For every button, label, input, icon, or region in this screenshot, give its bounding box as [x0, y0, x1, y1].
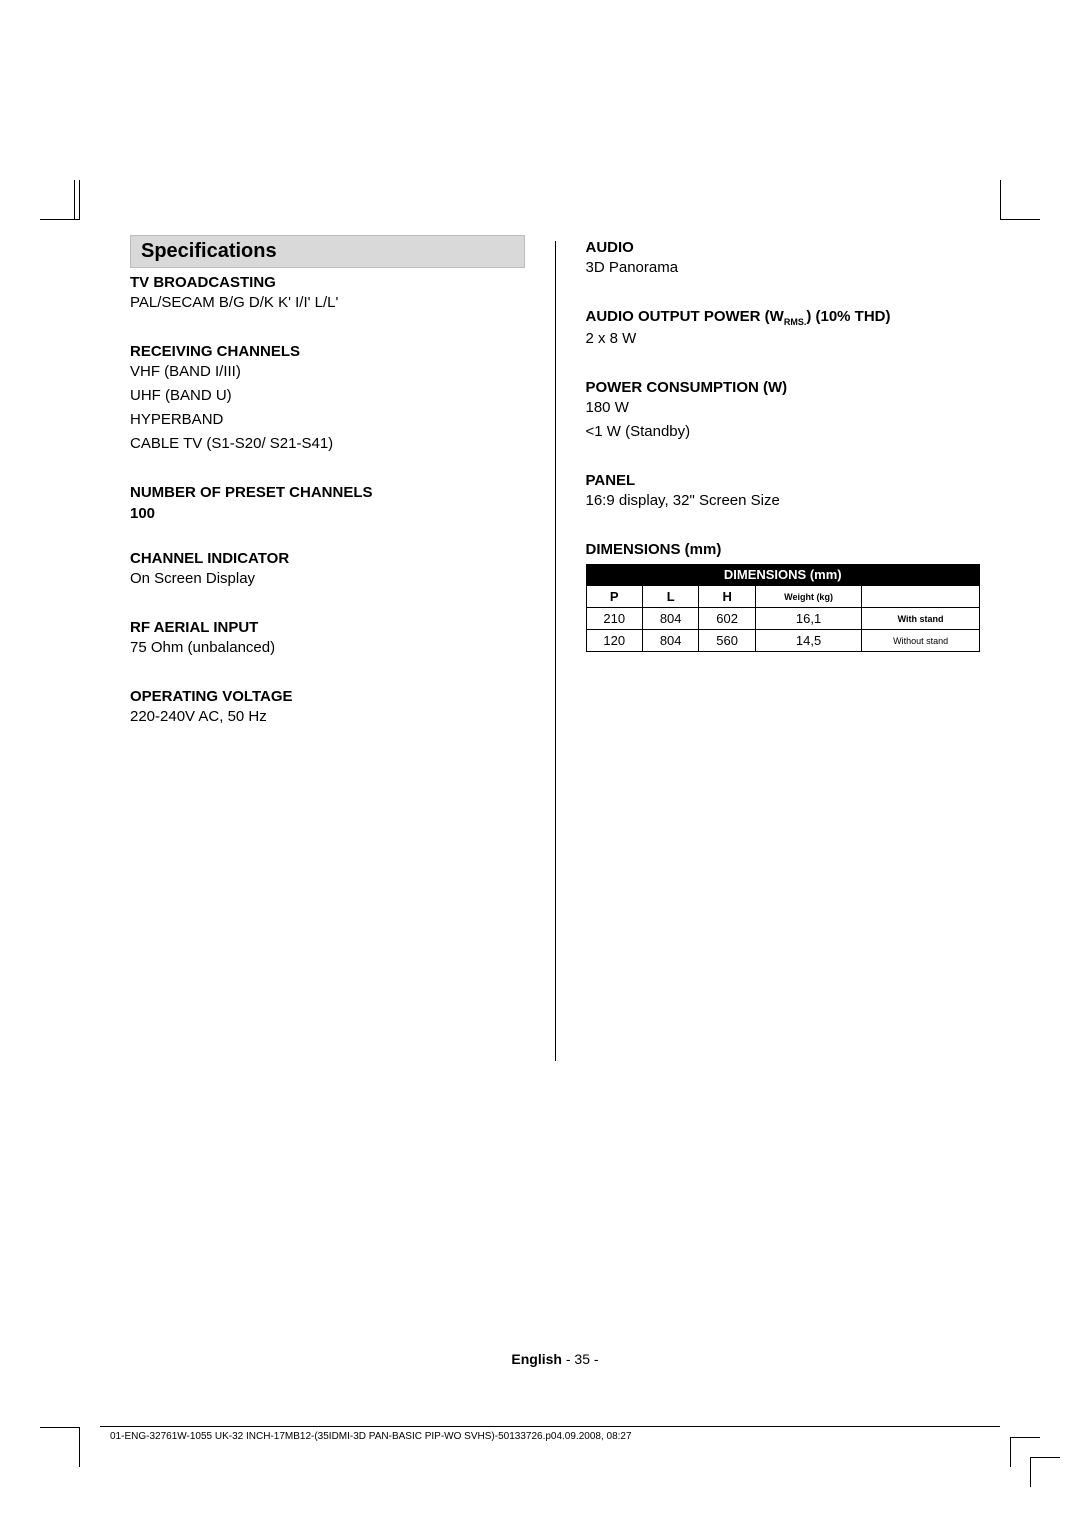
body-line: CABLE TV (S1-S20/ S21-S41)	[130, 432, 525, 456]
crop-mark-tl-2	[55, 180, 75, 220]
cell: With stand	[862, 608, 980, 630]
heading: PANEL	[586, 472, 981, 489]
specifications-title: Specifications	[130, 235, 525, 268]
section-rf-aerial: RF AERIAL INPUT 75 Ohm (unbalanced)	[130, 619, 525, 660]
crop-mark-br-outer	[1030, 1457, 1060, 1487]
cell: 210	[586, 608, 642, 630]
heading: RECEIVING CHANNELS	[130, 343, 525, 360]
section-dimensions: DIMENSIONS (mm) DIMENSIONS (mm) P L H We…	[586, 541, 981, 652]
crop-mark-tr	[1000, 180, 1040, 220]
body-line: 16:9 display, 32" Screen Size	[586, 489, 981, 513]
section-power-consumption: POWER CONSUMPTION (W) 180 W <1 W (Standb…	[586, 379, 981, 444]
section-receiving-channels: RECEIVING CHANNELS VHF (BAND I/III) UHF …	[130, 343, 525, 456]
body-line: 180 W	[586, 396, 981, 420]
footnote-separator	[100, 1426, 1000, 1427]
footer-page-number: - 35 -	[566, 1351, 599, 1367]
heading: DIMENSIONS (mm)	[586, 541, 981, 558]
page-content: Specifications TV BROADCASTING PAL/SECAM…	[130, 235, 980, 1407]
dimensions-table: DIMENSIONS (mm) P L H Weight (kg) 210 80…	[586, 564, 981, 652]
cell: 560	[699, 630, 755, 652]
body-line: 2 x 8 W	[586, 327, 981, 351]
footnote-text: 01-ENG-32761W-1055 UK-32 INCH-17MB12-(35…	[110, 1431, 632, 1442]
cell: 16,1	[755, 608, 861, 630]
heading: TV BROADCASTING	[130, 274, 525, 291]
section-audio: AUDIO 3D Panorama	[586, 239, 981, 280]
body-line: VHF (BAND I/III)	[130, 360, 525, 384]
col-header: L	[642, 586, 698, 608]
body-line: On Screen Display	[130, 567, 525, 591]
body-line: <1 W (Standby)	[586, 420, 981, 444]
table-row: 120 804 560 14,5 Without stand	[586, 630, 980, 652]
section-panel: PANEL 16:9 display, 32" Screen Size	[586, 472, 981, 513]
footer-lang: English	[511, 1351, 562, 1367]
heading: NUMBER OF PRESET CHANNELS	[130, 484, 525, 501]
table-header: DIMENSIONS (mm)	[586, 564, 980, 586]
section-tv-broadcasting: TV BROADCASTING PAL/SECAM B/G D/K K' I/I…	[130, 274, 525, 315]
body-line: 100	[130, 505, 525, 522]
section-audio-output: AUDIO OUTPUT POWER (WRMS.) (10% THD) 2 x…	[586, 308, 981, 351]
cell: 602	[699, 608, 755, 630]
body-line: UHF (BAND U)	[130, 384, 525, 408]
body-line: 220-240V AC, 50 Hz	[130, 705, 525, 729]
body-line: 75 Ohm (unbalanced)	[130, 636, 525, 660]
heading: AUDIO OUTPUT POWER (WRMS.) (10% THD)	[586, 308, 981, 327]
crop-mark-bl	[40, 1427, 80, 1467]
col-header	[862, 586, 980, 608]
col-header: Weight (kg)	[755, 586, 861, 608]
body-line: 3D Panorama	[586, 256, 981, 280]
col-header: P	[586, 586, 642, 608]
body-line: PAL/SECAM B/G D/K K' I/I' L/L'	[130, 291, 525, 315]
col-header: H	[699, 586, 755, 608]
cell: Without stand	[862, 630, 980, 652]
table-row: 210 804 602 16,1 With stand	[586, 608, 980, 630]
left-column: Specifications TV BROADCASTING PAL/SECAM…	[130, 235, 525, 1061]
right-column: AUDIO 3D Panorama AUDIO OUTPUT POWER (WR…	[586, 235, 981, 1061]
heading: CHANNEL INDICATOR	[130, 550, 525, 567]
cell: 14,5	[755, 630, 861, 652]
page-footer: English - 35 -	[130, 1351, 980, 1367]
cell: 804	[642, 608, 698, 630]
section-channel-indicator: CHANNEL INDICATOR On Screen Display	[130, 550, 525, 591]
section-operating-voltage: OPERATING VOLTAGE 220-240V AC, 50 Hz	[130, 688, 525, 729]
column-separator	[555, 241, 556, 1061]
section-preset-channels: NUMBER OF PRESET CHANNELS 100	[130, 484, 525, 522]
heading: AUDIO	[586, 239, 981, 256]
cell: 120	[586, 630, 642, 652]
heading: RF AERIAL INPUT	[130, 619, 525, 636]
heading: POWER CONSUMPTION (W)	[586, 379, 981, 396]
cell: 804	[642, 630, 698, 652]
heading: OPERATING VOLTAGE	[130, 688, 525, 705]
body-line: HYPERBAND	[130, 408, 525, 432]
